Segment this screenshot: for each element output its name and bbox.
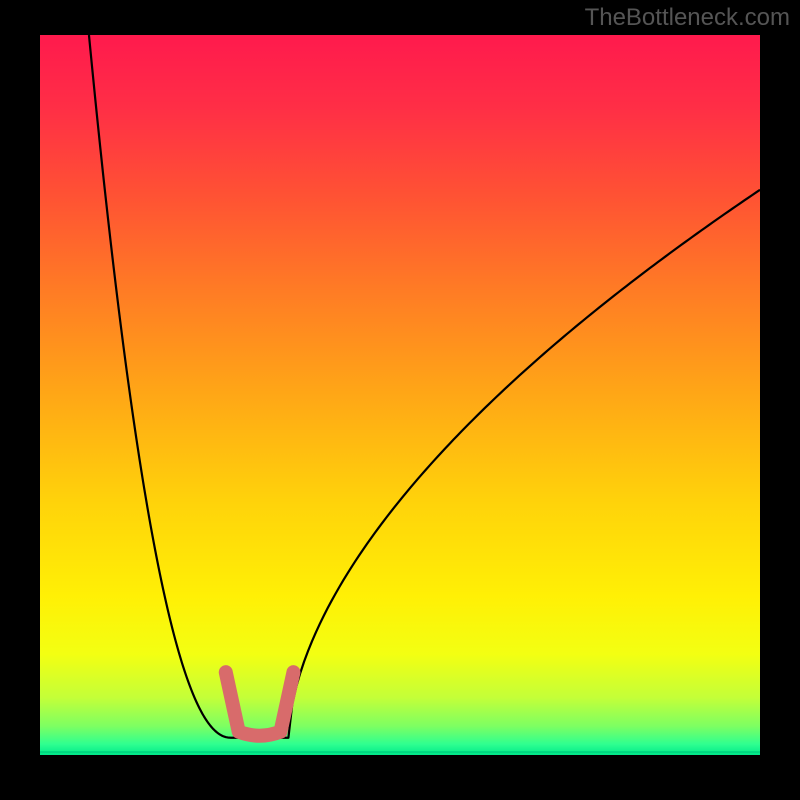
plot-gradient-background [40, 35, 760, 755]
watermark-text: TheBottleneck.com [585, 4, 790, 32]
